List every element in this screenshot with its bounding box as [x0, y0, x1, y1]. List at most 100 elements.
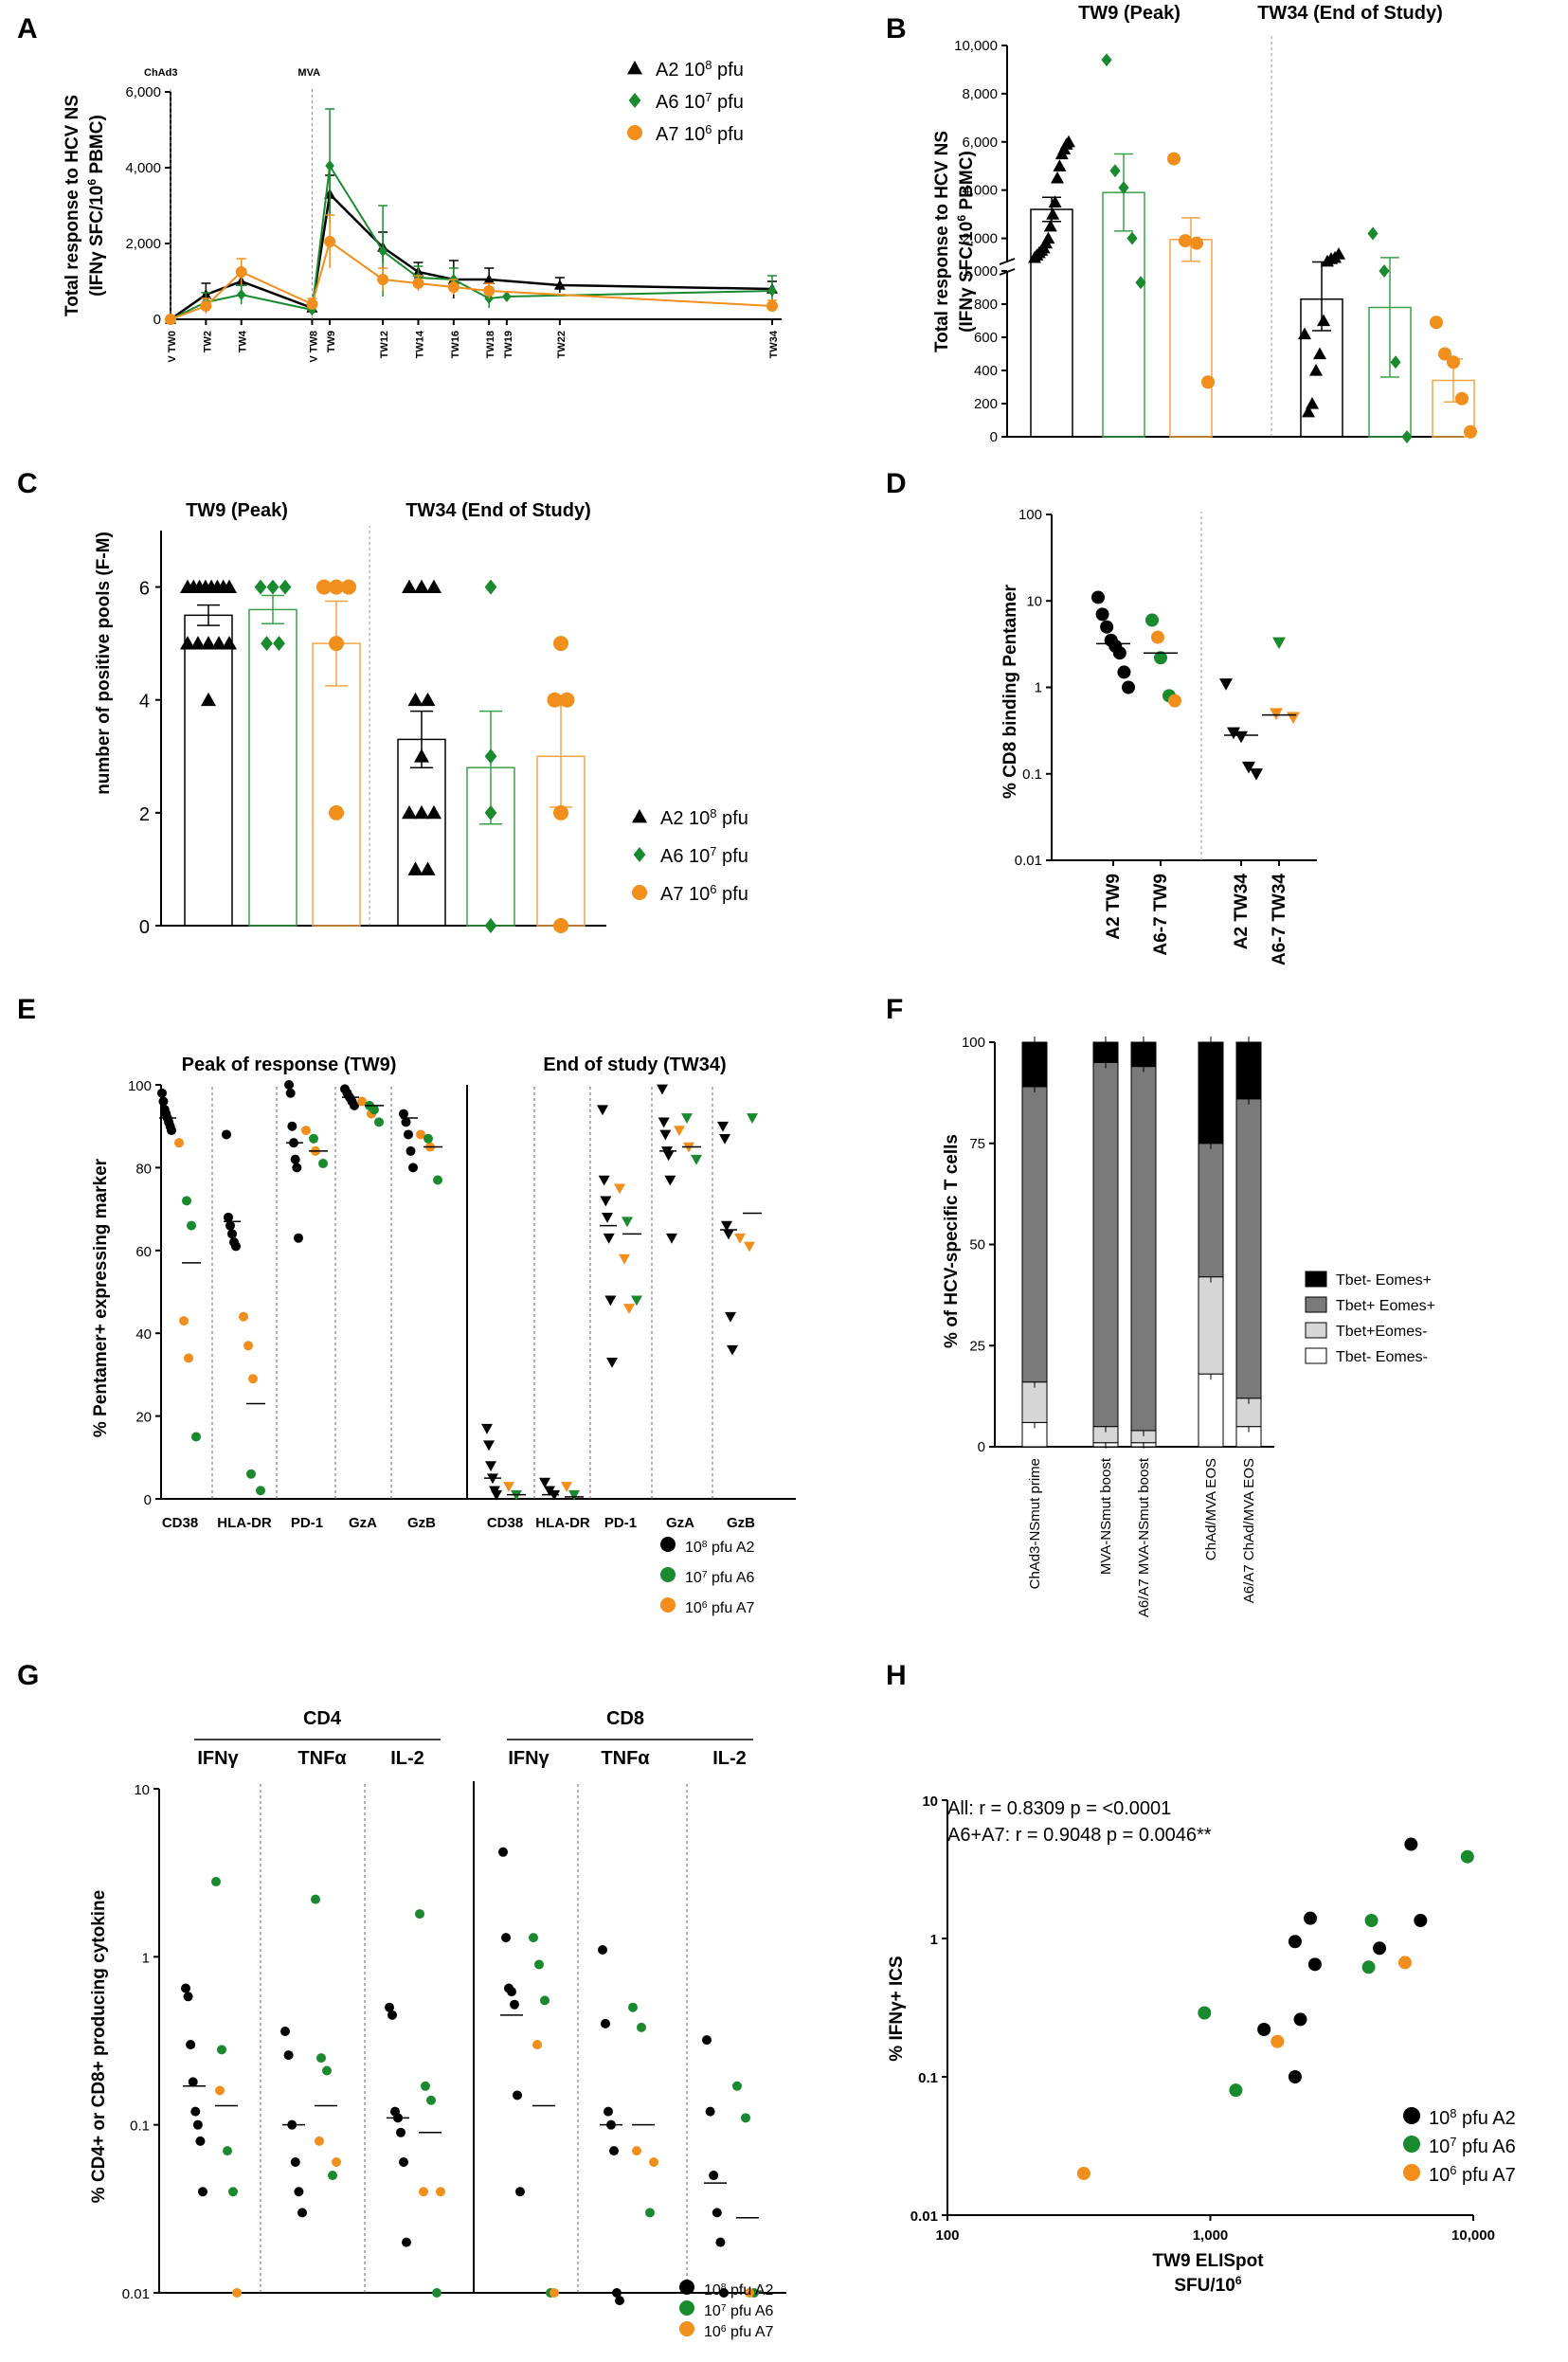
legend-label-A6: 107 pfu A6	[1429, 2135, 1516, 2158]
legend-label-A7: 106 pfu A7	[704, 2324, 774, 2341]
point-A6	[374, 1117, 384, 1127]
y-tick-label: 40	[135, 1326, 152, 1343]
point-A6	[279, 579, 292, 595]
legend-marker-A7	[627, 125, 642, 140]
point-A7	[547, 692, 563, 708]
point-A2	[709, 2171, 719, 2181]
y-tick-label: 400	[974, 363, 998, 379]
point-A2	[285, 1088, 296, 1098]
subheader: IFNγ	[197, 1748, 239, 1769]
point-A6	[1229, 2083, 1243, 2098]
legend-label: Tbet- Eomes-	[1336, 1349, 1428, 1365]
point-A7	[734, 1233, 746, 1244]
point-A2	[1062, 135, 1075, 148]
point-A2	[294, 1233, 303, 1243]
point-A2	[192, 2119, 203, 2130]
point-A6	[484, 748, 497, 765]
y-axis-label: % IFNγ+ ICS	[887, 1956, 907, 2061]
point-A6	[1145, 613, 1159, 627]
legend-swatch	[1305, 1347, 1327, 1364]
x-tick-label: ChAd/MVA EOS	[1203, 1458, 1219, 1560]
point-A2	[1122, 680, 1135, 694]
y-tick-label: 100	[962, 1035, 985, 1051]
label-part: pfu A6	[1456, 2137, 1515, 2157]
point-A2	[666, 1233, 677, 1244]
label-part: 7	[710, 844, 716, 858]
legend-label: Tbet+ Eomes+	[1336, 1298, 1435, 1314]
point-A2	[292, 1163, 302, 1173]
point-A6	[1272, 637, 1286, 650]
panel-letter-A: A	[17, 13, 38, 45]
point-A7	[179, 1316, 189, 1326]
point-A2	[1100, 620, 1114, 634]
point-A7	[419, 2187, 428, 2197]
point-A6	[741, 2113, 750, 2123]
point-A2	[1091, 590, 1105, 604]
legend-marker-A7	[632, 885, 647, 900]
point-A2	[227, 1229, 237, 1239]
point-A6	[529, 1933, 538, 1943]
label-part: 7	[702, 1570, 708, 1580]
point-A2	[1235, 730, 1248, 744]
point-A2	[705, 2106, 715, 2117]
y-tick-label: 4,000	[962, 183, 998, 199]
x-tick-label: MVA-NSmut boost	[1098, 1457, 1114, 1575]
y-tick-label: 80	[135, 1161, 152, 1177]
point-A2	[180, 636, 195, 650]
subheader: TNFα	[601, 1748, 650, 1769]
label-part: 8	[1450, 2106, 1456, 2120]
point-A6	[1401, 430, 1413, 443]
point-A2	[399, 2157, 408, 2168]
legend-marker-A6	[628, 93, 641, 108]
point-A2	[1404, 1837, 1418, 1851]
x-tick-label: 100	[935, 2227, 959, 2244]
subheader: IFNγ	[508, 1748, 550, 1769]
legend-swatch	[1305, 1296, 1327, 1313]
point-A2	[1304, 1911, 1318, 1925]
point-A6	[1379, 264, 1390, 278]
point-A6	[256, 1486, 265, 1496]
point-A2	[501, 1933, 511, 1943]
point-A2	[1048, 195, 1062, 207]
point-A6	[502, 291, 512, 302]
point-A2	[597, 1105, 608, 1116]
point-A7	[329, 579, 344, 595]
point-A7	[165, 314, 176, 325]
series-line-A7	[170, 240, 773, 320]
point-A2	[1041, 231, 1055, 244]
point-A7	[1167, 152, 1181, 166]
point-A7	[1190, 236, 1203, 250]
stack-segment-2	[1021, 1086, 1048, 1383]
legend-label-A7: 106 pfu A7	[685, 1600, 755, 1617]
label-part: pfu A6	[708, 1570, 755, 1586]
point-A7	[174, 1138, 184, 1148]
point-A2	[659, 1129, 672, 1141]
panel-letter-H: H	[886, 1660, 907, 1691]
point-A2	[1313, 347, 1326, 360]
y-tick-label: 10,000	[954, 38, 998, 54]
point-A6	[1460, 1849, 1474, 1864]
point-A2	[1219, 678, 1233, 691]
point-A7	[1447, 355, 1460, 370]
point-A7	[377, 274, 389, 285]
group-label: End of study (TW34)	[543, 1055, 726, 1075]
y-tick-label: 2	[139, 804, 150, 825]
x-tick-label: A2 TW9	[1104, 874, 1124, 940]
point-A2	[1309, 364, 1323, 376]
point-A6	[1361, 1960, 1376, 1974]
point-A7	[447, 281, 460, 293]
y-axis-label: Total response to HCV NS	[63, 95, 82, 316]
group-label: TW9 (Peak)	[1078, 3, 1181, 24]
y-tick-label: 1	[142, 1950, 150, 1966]
point-A2	[401, 1117, 411, 1127]
point-A2	[1307, 1957, 1322, 1972]
label-part: 10	[704, 2282, 721, 2299]
point-A7	[1179, 234, 1192, 248]
y-axis-label: % CD8 binding Pentamer	[1000, 584, 1020, 799]
legend-marker-A6	[679, 2300, 694, 2316]
point-A2	[167, 1126, 176, 1136]
label-part: 8	[721, 2282, 727, 2293]
point-A6	[1118, 181, 1129, 195]
point-A2	[183, 1992, 193, 2002]
label-part: 6	[710, 882, 716, 896]
